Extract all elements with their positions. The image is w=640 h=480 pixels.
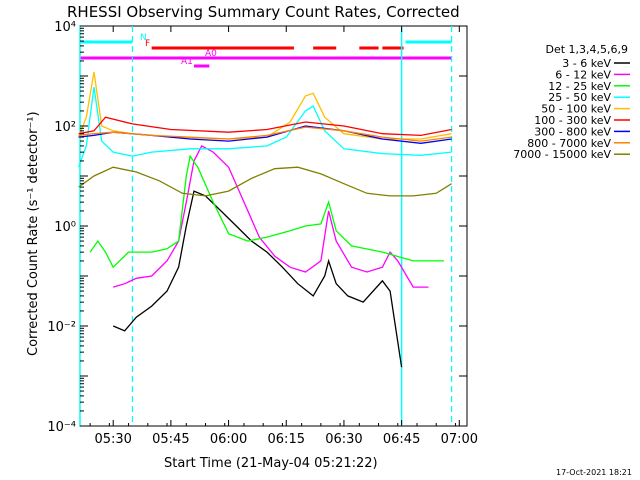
legend-entry-7: 800 - 7000 keV <box>527 137 611 150</box>
y-tick-label-0: 10⁻⁴ <box>47 420 76 435</box>
series-line-2 <box>89 154 444 269</box>
legend-entry-1: 6 - 12 keV <box>555 68 611 81</box>
x-tick-label-5: 06:45 <box>383 432 420 447</box>
legend-entry-8: 7000 - 15000 keV <box>513 148 611 161</box>
series-line-1 <box>113 145 429 288</box>
series-lines <box>77 71 452 368</box>
legend-title: Det 1,3,4,5,6,9 <box>545 43 628 56</box>
series-line-7 <box>78 126 452 142</box>
series-line-3 <box>77 87 452 168</box>
y-tick-label-3: 10² <box>54 120 76 135</box>
y-tick-label-2: 10⁰ <box>54 220 76 235</box>
y-tick-label-4: 10⁴ <box>54 20 76 35</box>
y-axis-label: Corrected Count Rate (s⁻¹ detector⁻¹) <box>26 111 41 356</box>
x-tick-label-0: 05:30 <box>94 432 131 447</box>
chart-title: RHESSI Observing Summary Count Rates, Co… <box>67 3 460 21</box>
y-tick-label-1: 10⁻² <box>47 320 76 335</box>
x-axis-label: Start Time (21-May-04 05:21:22) <box>164 456 378 471</box>
flag-f-label: F <box>145 39 150 49</box>
legend-entry-4: 50 - 100 keV <box>541 103 611 116</box>
y-axis-ticks: 10⁻⁴ 10⁻² 10⁰ 10² 10⁴ <box>47 20 467 435</box>
series-line-0 <box>112 190 403 368</box>
generation-timestamp: 17-Oct-2021 18:21 <box>556 468 632 477</box>
series-line-8 <box>78 166 452 197</box>
flag-n-label: N <box>140 33 147 43</box>
x-tick-label-2: 06:00 <box>210 432 247 447</box>
status-flags: NF A0 A1 <box>80 33 452 68</box>
series-line-5 <box>78 116 452 137</box>
vertical-markers <box>79 26 453 426</box>
legend-entry-6: 300 - 800 keV <box>534 125 611 138</box>
legend-entry-5: 100 - 300 keV <box>534 114 611 127</box>
legend-entry-2: 12 - 25 keV <box>548 80 611 93</box>
legend-entry-0: 3 - 6 keV <box>562 57 611 70</box>
x-axis-ticks: 05:30 05:45 06:00 06:15 06:30 06:45 07:00 <box>89 26 478 447</box>
plot-area <box>79 25 468 427</box>
series-line-4 <box>77 71 452 140</box>
legend-entry-3: 25 - 50 keV <box>548 91 611 104</box>
x-tick-label-4: 06:30 <box>325 432 362 447</box>
x-tick-label-1: 05:45 <box>152 432 189 447</box>
flag-a0-label: A0 <box>205 49 217 59</box>
x-tick-label-3: 06:15 <box>268 432 305 447</box>
x-tick-label-6: 07:00 <box>441 432 478 447</box>
flag-a1-label: A1 <box>181 57 193 67</box>
